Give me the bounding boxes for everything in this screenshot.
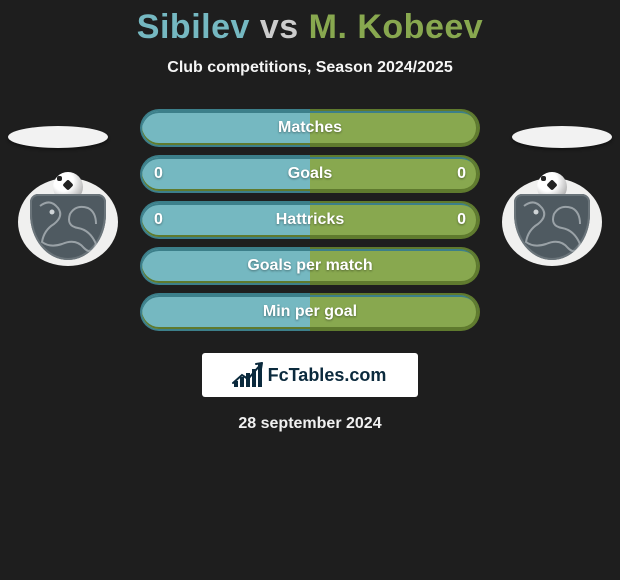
stat-label: Goals per match [247,257,372,275]
page-title: Sibilev vs M. Kobeev [0,8,620,47]
stat-row: Min per goal [0,293,620,331]
bar-chart-icon [234,363,262,387]
player-a-name: Sibilev [137,8,250,46]
header: Sibilev vs M. Kobeev Club competitions, … [0,0,620,77]
player-b-name: M. Kobeev [309,8,484,46]
fctables-text: FcTables.com [268,365,387,386]
stats-chart: Matches Goals 0 0 Hattricks 0 0 Goals per match… [0,109,620,331]
stat-pill: Matches [140,109,480,147]
stat-label: Min per goal [263,303,357,321]
stat-value-b: 0 [457,211,466,229]
stat-value-a: 0 [154,211,163,229]
stat-row: Goals 0 0 [0,155,620,193]
stat-pill: Min per goal [140,293,480,331]
stat-row: Goals per match [0,247,620,285]
stat-value-b: 0 [457,165,466,183]
fctables-logo: FcTables.com [202,353,418,397]
stat-pill: Hattricks 0 0 [140,201,480,239]
stat-label: Hattricks [276,211,344,229]
stat-row: Hattricks 0 0 [0,201,620,239]
stat-label: Matches [278,119,342,137]
stat-pill: Goals 0 0 [140,155,480,193]
stat-value-a: 0 [154,165,163,183]
subtitle: Club competitions, Season 2024/2025 [0,59,620,77]
stat-label: Goals [288,165,332,183]
vs-label: vs [260,8,299,46]
date-label: 28 september 2024 [0,415,620,433]
stat-row: Matches [0,109,620,147]
stat-pill: Goals per match [140,247,480,285]
